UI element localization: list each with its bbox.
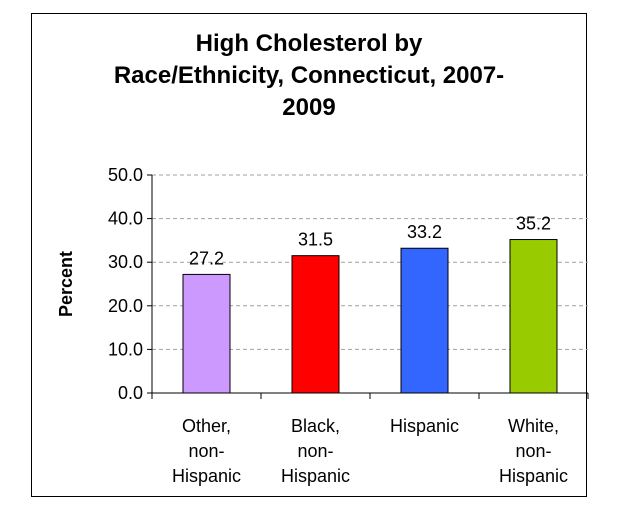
x-category-label: non- <box>515 441 551 461</box>
bar-value-label: 31.5 <box>298 230 333 250</box>
x-category-label: non- <box>188 441 224 461</box>
bar-value-label: 27.2 <box>189 248 224 268</box>
x-category-label: Hispanic <box>390 416 459 436</box>
bar <box>509 239 558 394</box>
bar <box>400 247 449 394</box>
y-axis-title: Percent <box>56 251 76 317</box>
x-category-label: White, <box>508 416 559 436</box>
y-tick-label: 50.0 <box>108 165 143 185</box>
y-tick-label: 0.0 <box>118 383 143 403</box>
chart-title-line-1: High Cholesterol by <box>195 30 423 57</box>
x-category-label: Hispanic <box>281 466 350 486</box>
bar-value-label: 35.2 <box>516 214 551 234</box>
x-category-label: Hispanic <box>172 466 241 486</box>
x-category-label: Black, <box>291 416 340 436</box>
bar-value-label: 33.2 <box>407 222 442 242</box>
chart-frame <box>31 13 587 497</box>
bar <box>182 273 231 394</box>
x-category-label: Hispanic <box>499 466 568 486</box>
y-tick-label: 40.0 <box>108 209 143 229</box>
chart-title: High Cholesterol by Race/Ethnicity, Conn… <box>31 28 587 124</box>
chart-title-line-3: 2009 <box>282 94 336 121</box>
y-tick-label: 20.0 <box>108 296 143 316</box>
x-category-label: non- <box>297 441 333 461</box>
y-tick-label: 10.0 <box>108 339 143 359</box>
y-tick-label: 30.0 <box>108 252 143 272</box>
x-category-label: Other, <box>182 416 231 436</box>
chart-title-line-2: Race/Ethnicity, Connecticut, 2007- <box>113 62 505 89</box>
bar <box>291 255 340 394</box>
